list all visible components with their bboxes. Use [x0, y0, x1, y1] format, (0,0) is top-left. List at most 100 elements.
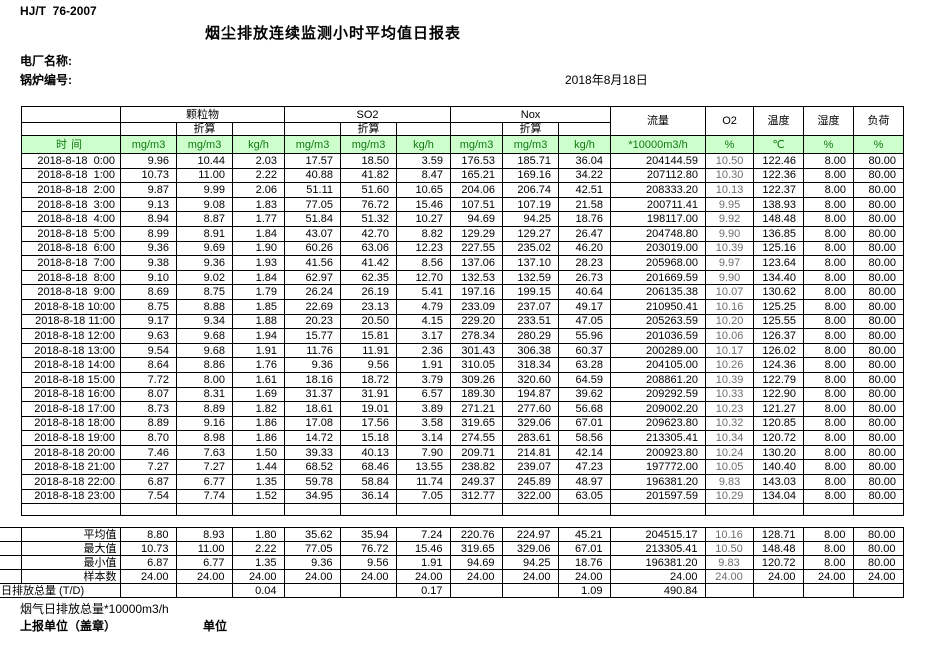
value-cell: 10.32 — [705, 415, 755, 432]
value-cell: 7.46 — [120, 444, 177, 461]
value-cell: 7.72 — [120, 371, 177, 388]
value-cell: 80.00 — [853, 488, 905, 505]
value-cell — [704, 583, 754, 598]
value-cell: 3.59 — [396, 153, 452, 169]
value-cell: 8.89 — [176, 401, 233, 417]
summary-label-cell: 平均值 — [0, 527, 121, 542]
value-cell: 121.27 — [753, 401, 805, 417]
value-cell: 67.01 — [558, 415, 612, 432]
value-cell: 18.61 — [284, 401, 342, 417]
value-cell: 24.00 — [175, 569, 233, 584]
value-cell: 28.23 — [558, 255, 612, 271]
value-cell: 329.06 — [501, 541, 559, 556]
summary-label-cell: 最大值 — [0, 541, 121, 556]
value-cell: 8.91 — [176, 225, 233, 242]
value-cell: 77.05 — [283, 541, 341, 556]
summary-label-cell: 样本数 — [0, 569, 121, 584]
value-cell: 140.40 — [753, 459, 805, 476]
value-cell: 199.15 — [502, 284, 560, 300]
unit-header: % — [803, 135, 855, 154]
value-cell: 8.70 — [120, 430, 177, 446]
value-cell: 42.14 — [558, 444, 612, 461]
value-cell: 9.16 — [176, 415, 233, 432]
value-cell: 129.29 — [450, 225, 504, 242]
value-cell: 329.06 — [502, 415, 560, 432]
summary-row: 平均值 8.80 8.93 1.80 35.62 35.94 7.24 220.76 224.9… — [0, 527, 904, 542]
value-cell: 80.00 — [852, 541, 904, 556]
value-cell: 2.06 — [231, 182, 286, 198]
value-cell: 201597.59 — [610, 488, 707, 505]
value-cell: 13.55 — [396, 459, 452, 476]
time-cell: 2018-8-18 2:00 — [21, 182, 121, 198]
value-cell: 10.27 — [396, 211, 452, 227]
value-cell: 204515.17 — [609, 527, 706, 542]
value-cell: 107.19 — [502, 196, 560, 213]
value-cell: 10.05 — [705, 459, 755, 476]
value-cell: 45.21 — [557, 527, 611, 542]
value-cell: 63.28 — [558, 357, 612, 373]
value-cell: 18.16 — [284, 371, 342, 388]
value-cell: 20.50 — [340, 313, 398, 330]
time-cell: 2018-8-18 23:00 — [21, 488, 121, 505]
time-cell: 2018-8-18 14:00 — [21, 357, 121, 373]
value-cell: 7.27 — [120, 459, 177, 476]
table-row: 2018-8-18 14:00 8.64 8.86 1.76 9.36 9.56 1.91 3… — [21, 357, 905, 373]
time-cell: 2018-8-18 19:00 — [21, 430, 121, 446]
time-cell: 2018-8-18 10:00 — [21, 298, 121, 315]
value-cell: 39.33 — [284, 444, 342, 461]
value-cell: 18.76 — [558, 211, 612, 227]
value-cell: 8.94 — [120, 211, 177, 227]
value-cell: 9.83 — [704, 555, 754, 570]
value-cell: 10.16 — [704, 527, 754, 542]
flue-gas-total-note: 烟气日排放总量*10000m3/h — [20, 602, 169, 616]
value-cell: 9.68 — [176, 342, 233, 359]
summary-row: 最小值 6.87 6.77 1.35 9.36 9.56 1.91 94.69 94.25 18.… — [0, 555, 904, 570]
value-cell: 1.86 — [231, 430, 286, 446]
value-cell: 1.84 — [231, 225, 286, 242]
value-cell: 280.29 — [502, 328, 560, 344]
value-cell: 48.97 — [558, 474, 612, 490]
value-cell: 8.00 — [803, 328, 855, 344]
value-cell: 148.48 — [752, 541, 804, 556]
value-cell: 209292.59 — [610, 386, 707, 403]
value-cell: 80.00 — [853, 255, 905, 271]
blank-cell — [558, 503, 612, 517]
value-cell: 60.37 — [558, 342, 612, 359]
value-cell: 67.01 — [557, 541, 611, 556]
value-cell: 9.87 — [120, 182, 177, 198]
value-cell: 249.37 — [450, 474, 504, 490]
value-cell: 17.57 — [284, 153, 342, 169]
value-cell: 55.96 — [558, 328, 612, 344]
value-cell: 125.16 — [753, 240, 805, 257]
value-cell: 238.82 — [450, 459, 504, 476]
standard-number: HJ/T 76-2007 — [20, 4, 97, 18]
value-cell: 10.06 — [705, 328, 755, 344]
value-cell: 8.88 — [176, 298, 233, 315]
value-cell: 9.54 — [120, 342, 177, 359]
value-cell: 10.29 — [705, 488, 755, 505]
value-cell: 10.07 — [705, 284, 755, 300]
value-cell: 10.23 — [705, 401, 755, 417]
value-cell: 9.90 — [705, 225, 755, 242]
value-cell: 120.85 — [753, 415, 805, 432]
value-cell: 18.72 — [340, 371, 398, 388]
value-cell: 41.82 — [340, 167, 398, 184]
value-cell: 24.00 — [704, 569, 754, 584]
value-cell — [752, 583, 804, 598]
value-cell: 3.17 — [396, 328, 452, 344]
value-cell: 40.13 — [340, 444, 398, 461]
value-cell: 310.05 — [450, 357, 504, 373]
value-cell: 8.47 — [396, 167, 452, 184]
unit-header: kg/h — [396, 135, 452, 154]
value-cell: 122.79 — [753, 371, 805, 388]
value-cell: 9.02 — [176, 269, 233, 286]
value-cell: 41.56 — [284, 255, 342, 271]
value-cell: 206.74 — [502, 182, 560, 198]
blank-cell — [610, 503, 707, 517]
blank-cell — [284, 503, 342, 517]
value-cell: 80.00 — [853, 401, 905, 417]
value-cell: 26.47 — [558, 225, 612, 242]
unit-header: mg/m3 — [450, 135, 504, 154]
blank-cell — [231, 503, 286, 517]
value-cell: 137.10 — [502, 255, 560, 271]
